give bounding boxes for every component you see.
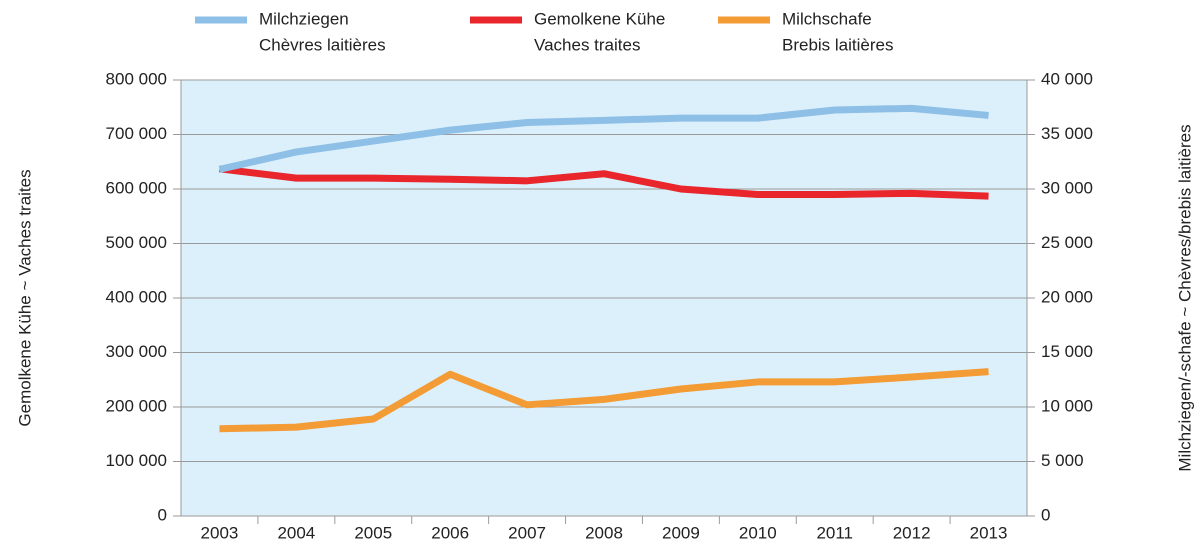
y-tick-label: 0 bbox=[158, 505, 167, 524]
legend-label: Chèvres laitières bbox=[259, 35, 386, 54]
legend-label: Milchziegen bbox=[259, 9, 349, 28]
x-tick-label: 2009 bbox=[662, 523, 700, 542]
y2-tick-label: 20 000 bbox=[1041, 287, 1093, 306]
x-tick-label: 2010 bbox=[739, 523, 777, 542]
y2-axis-label: Milchziegen/-schafe ~ Chèvres/brebis lai… bbox=[1175, 124, 1194, 471]
y2-tick-label: 35 000 bbox=[1041, 124, 1093, 143]
y-tick-label: 700 000 bbox=[106, 124, 167, 143]
x-tick-label: 2007 bbox=[508, 523, 546, 542]
y2-tick-label: 15 000 bbox=[1041, 342, 1093, 361]
series-line bbox=[218, 104, 989, 173]
y-axis-label: Gemolkene Kühe ~ Vaches traites bbox=[15, 169, 34, 426]
y2-tick-label: 0 bbox=[1041, 505, 1050, 524]
x-tick-label: 2008 bbox=[585, 523, 623, 542]
y2-tick-label: 5 000 bbox=[1041, 451, 1084, 470]
legend-label: Vaches traites bbox=[534, 35, 640, 54]
legend-label: Milchschafe bbox=[782, 9, 872, 28]
y-tick-label: 300 000 bbox=[106, 342, 167, 361]
legend-label: Brebis laitières bbox=[782, 35, 894, 54]
y2-tick-label: 40 000 bbox=[1041, 69, 1093, 88]
x-tick-label: 2013 bbox=[970, 523, 1008, 542]
legend-label: Gemolkene Kühe bbox=[534, 9, 665, 28]
x-tick-label: 2011 bbox=[816, 523, 853, 542]
x-tick-label: 2012 bbox=[893, 523, 931, 542]
series-line bbox=[219, 165, 989, 200]
series-line bbox=[219, 368, 989, 433]
x-tick-label: 2006 bbox=[431, 523, 469, 542]
y-tick-label: 400 000 bbox=[106, 287, 167, 306]
y-tick-label: 100 000 bbox=[106, 451, 167, 470]
y-tick-label: 800 000 bbox=[106, 69, 167, 88]
y2-tick-label: 10 000 bbox=[1041, 396, 1093, 415]
y2-tick-label: 25 000 bbox=[1041, 233, 1093, 252]
y-tick-label: 200 000 bbox=[106, 396, 167, 415]
y-tick-label: 500 000 bbox=[106, 233, 167, 252]
x-tick-label: 2005 bbox=[354, 523, 392, 542]
y-tick-label: 600 000 bbox=[106, 178, 167, 197]
y2-tick-label: 30 000 bbox=[1041, 178, 1093, 197]
x-tick-label: 2004 bbox=[277, 523, 315, 542]
x-tick-label: 2003 bbox=[201, 523, 239, 542]
